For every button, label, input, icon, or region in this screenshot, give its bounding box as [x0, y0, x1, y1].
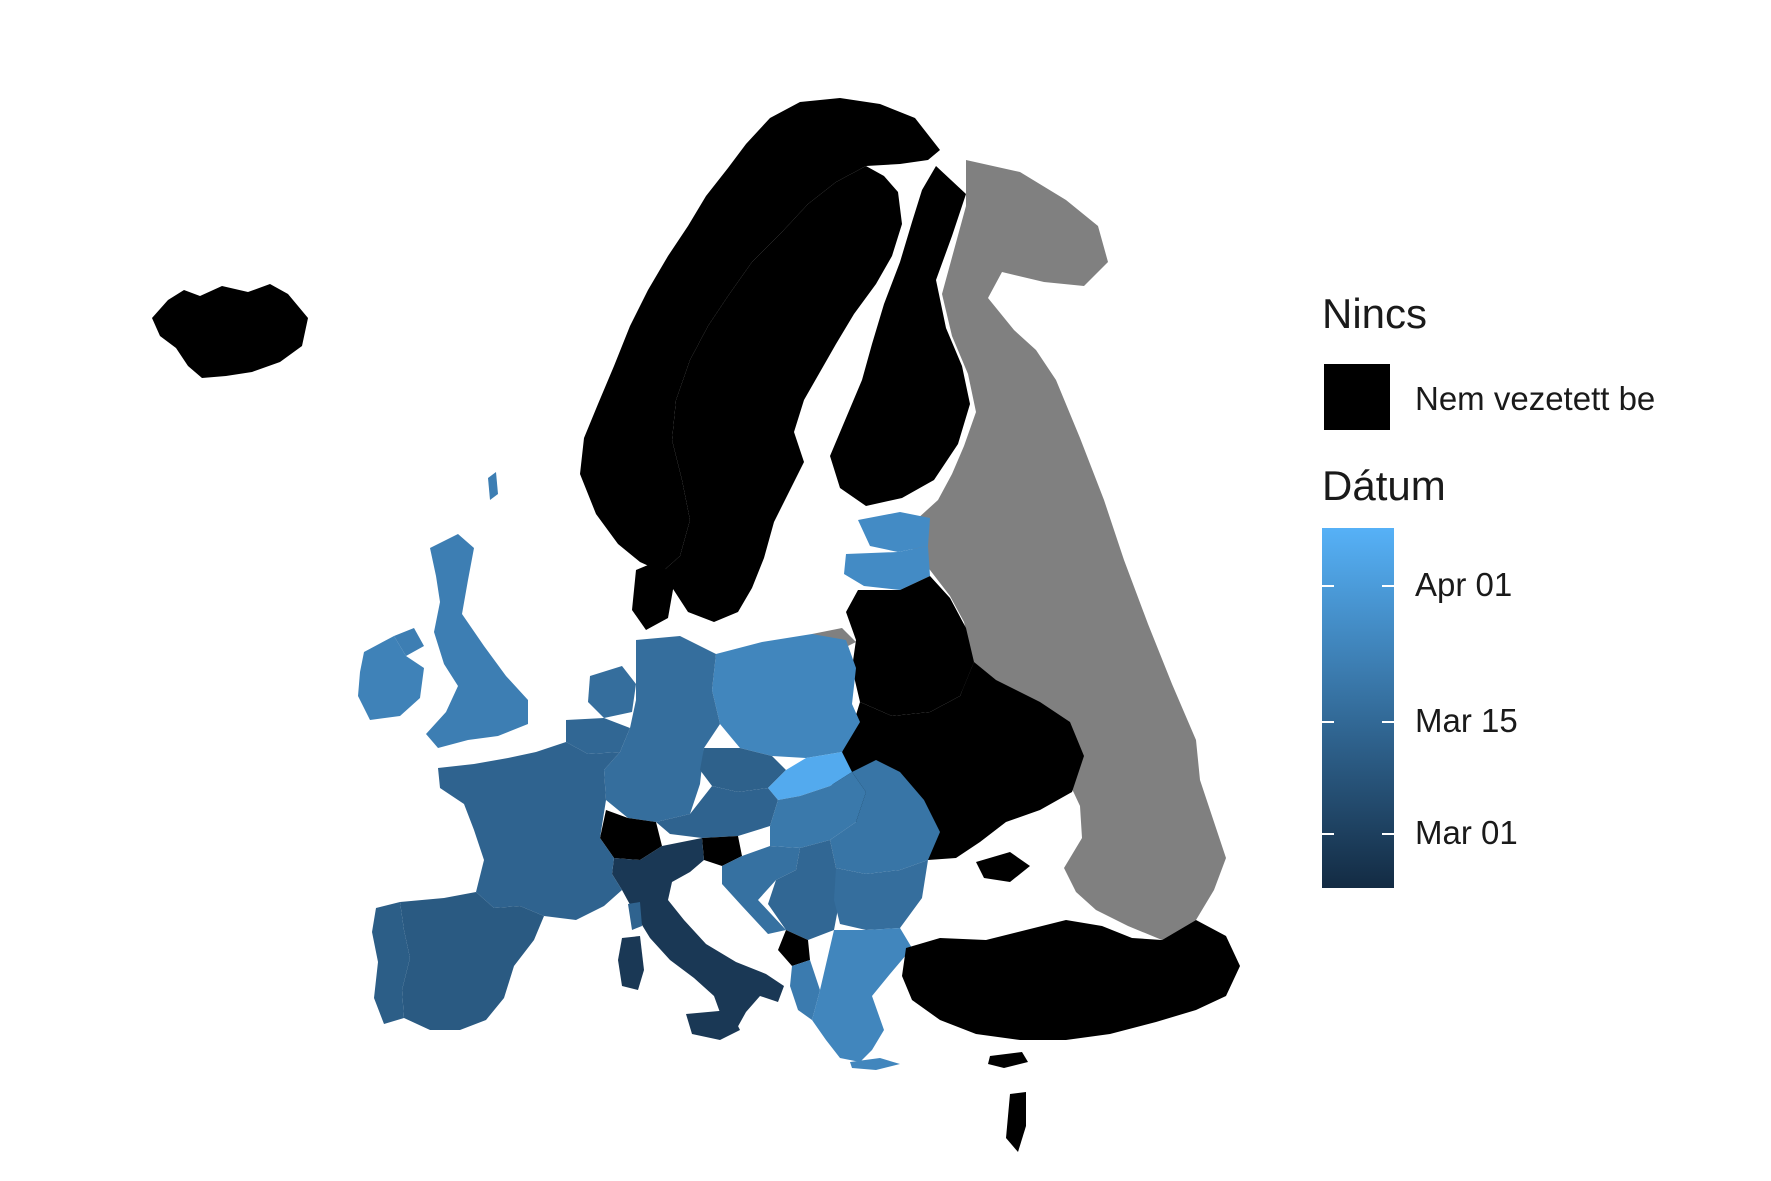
region-switzerland: [600, 810, 662, 860]
region-latvia: [844, 546, 930, 590]
region-spain: [400, 892, 544, 1030]
colorbar-tick-right: [1382, 721, 1394, 724]
region-greece: [812, 928, 912, 1062]
region-corsica: [628, 902, 642, 930]
region-estonia: [858, 512, 930, 552]
region-france: [438, 742, 622, 920]
region-montenegro: [778, 930, 810, 966]
colorbar-tick-left: [1322, 584, 1334, 587]
region-germany: [604, 636, 720, 822]
region-sardinia: [618, 936, 644, 990]
region-norway: [580, 98, 940, 572]
region-serbia: [768, 840, 840, 940]
region-denmark: [632, 560, 674, 630]
region-levant: [1006, 1092, 1026, 1152]
region-northern-ireland: [394, 628, 424, 656]
region-netherlands: [588, 666, 636, 718]
region-austria: [656, 786, 778, 838]
region-ireland: [358, 636, 424, 720]
region-sicily: [686, 1010, 740, 1040]
region-bulgaria: [834, 860, 928, 930]
region-slovakia: [768, 752, 852, 800]
colorbar-tick-right: [1382, 833, 1394, 835]
colorbar-tick-right: [1382, 584, 1394, 587]
region-belarus: [846, 576, 974, 716]
region-albania: [790, 960, 820, 1020]
region-shetland: [488, 472, 498, 500]
colorbar-tick-left: [1322, 833, 1334, 835]
region-finland: [830, 166, 970, 506]
legend-colorbar: [1322, 528, 1394, 888]
region-hungary: [770, 772, 866, 848]
region-croatia: [722, 846, 800, 934]
region-belgium: [566, 718, 630, 754]
region-great-britain: [426, 534, 528, 748]
colorbar-tick-label: Mar 01: [1415, 814, 1518, 851]
region-sweden: [662, 166, 902, 622]
region-romania: [830, 760, 940, 874]
region-cyprus: [988, 1052, 1028, 1068]
legend-none-title: Nincs: [1322, 290, 1428, 337]
region-czechia: [700, 748, 786, 792]
region-crete: [850, 1058, 900, 1070]
region-turkey: [902, 920, 1240, 1040]
colorbar-tick-label: Mar 15: [1415, 702, 1518, 740]
region-portugal: [372, 902, 410, 1024]
region-russia: [910, 160, 1226, 940]
legend-none-label: Nem vezetett be: [1415, 380, 1656, 417]
region-slovenia: [702, 836, 742, 866]
colorbar-tick-label: Apr 01: [1415, 565, 1513, 603]
colorbar-tick-left: [1322, 721, 1334, 724]
region-crimea: [976, 852, 1030, 882]
legend-none-key: [1324, 364, 1390, 430]
region-poland: [712, 634, 860, 758]
legend-date-title: Dátum: [1322, 462, 1446, 509]
region-iceland: [152, 284, 308, 378]
region-italy: [612, 838, 784, 1030]
